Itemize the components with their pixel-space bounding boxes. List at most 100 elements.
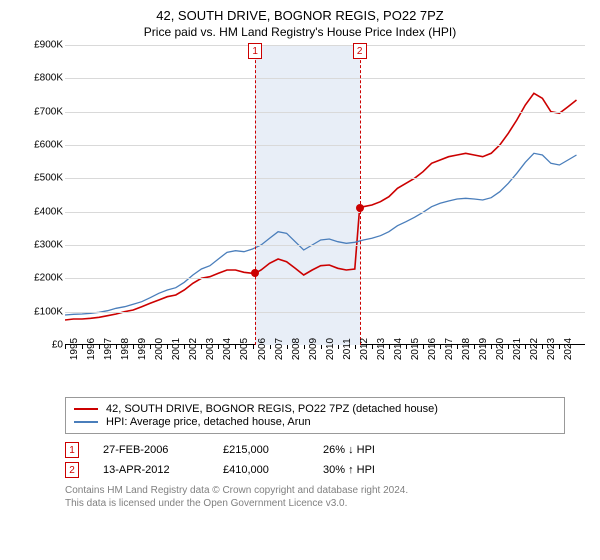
sales-row-date: 13-APR-2012 — [103, 464, 223, 476]
x-tick-mark — [491, 345, 492, 349]
sale-vline — [360, 45, 361, 345]
x-tick-mark — [99, 345, 100, 349]
x-tick-label: 2010 — [325, 338, 336, 360]
y-tick-label: £600K — [34, 140, 63, 151]
chart-title: 42, SOUTH DRIVE, BOGNOR REGIS, PO22 7PZ — [10, 8, 590, 23]
x-tick-label: 2000 — [154, 338, 165, 360]
footer-attribution: Contains HM Land Registry data © Crown c… — [65, 484, 590, 510]
x-tick-mark — [559, 345, 560, 349]
sales-row: 127-FEB-2006£215,00026% ↓ HPI — [65, 442, 590, 458]
x-tick-mark — [150, 345, 151, 349]
x-tick-label: 1997 — [103, 338, 114, 360]
x-tick-mark — [372, 345, 373, 349]
x-tick-mark — [65, 345, 66, 349]
footer-line-2: This data is licensed under the Open Gov… — [65, 497, 590, 510]
x-tick-label: 2005 — [239, 338, 250, 360]
legend-label: 42, SOUTH DRIVE, BOGNOR REGIS, PO22 7PZ … — [106, 403, 438, 415]
x-tick-mark — [389, 345, 390, 349]
x-tick-label: 2007 — [274, 338, 285, 360]
x-tick-label: 1995 — [69, 338, 80, 360]
y-tick-label: £0 — [52, 340, 63, 351]
sale-point — [251, 269, 259, 277]
x-tick-mark — [133, 345, 134, 349]
x-tick-label: 2001 — [171, 338, 182, 360]
sale-marker-box: 2 — [353, 43, 367, 59]
x-tick-mark — [457, 345, 458, 349]
x-tick-mark — [253, 345, 254, 349]
legend-box: 42, SOUTH DRIVE, BOGNOR REGIS, PO22 7PZ … — [65, 397, 565, 434]
legend-row: 42, SOUTH DRIVE, BOGNOR REGIS, PO22 7PZ … — [74, 403, 556, 415]
gridline — [65, 212, 585, 213]
x-tick-label: 2023 — [546, 338, 557, 360]
x-tick-label: 2002 — [188, 338, 199, 360]
sales-table: 127-FEB-2006£215,00026% ↓ HPI213-APR-201… — [65, 442, 590, 478]
x-tick-mark — [525, 345, 526, 349]
x-tick-mark — [338, 345, 339, 349]
sales-row-pct: 30% ↑ HPI — [323, 464, 433, 476]
x-tick-label: 2011 — [342, 338, 353, 360]
x-tick-mark — [474, 345, 475, 349]
x-tick-mark — [270, 345, 271, 349]
series-line-price_paid — [65, 93, 577, 320]
y-tick-label: £900K — [34, 40, 63, 51]
x-tick-mark — [355, 345, 356, 349]
x-tick-mark — [116, 345, 117, 349]
x-tick-label: 2020 — [495, 338, 506, 360]
gridline — [65, 312, 585, 313]
gridline — [65, 178, 585, 179]
gridline — [65, 245, 585, 246]
sale-marker-box: 1 — [248, 43, 262, 59]
x-tick-mark — [82, 345, 83, 349]
x-tick-label: 2014 — [393, 338, 404, 360]
sales-row-number: 2 — [65, 462, 79, 478]
legend-label: HPI: Average price, detached house, Arun — [106, 416, 311, 428]
sales-row-price: £410,000 — [223, 464, 323, 476]
x-tick-label: 2003 — [205, 338, 216, 360]
x-tick-mark — [167, 345, 168, 349]
y-tick-label: £100K — [34, 306, 63, 317]
sale-point — [356, 204, 364, 212]
y-tick-label: £200K — [34, 273, 63, 284]
x-axis: 1995199619971998199920002001200220032004… — [65, 345, 585, 395]
chart-subtitle: Price paid vs. HM Land Registry's House … — [10, 25, 590, 39]
y-tick-label: £700K — [34, 106, 63, 117]
x-tick-label: 2022 — [529, 338, 540, 360]
line-series-svg — [65, 45, 585, 345]
x-tick-label: 2004 — [222, 338, 233, 360]
gridline — [65, 278, 585, 279]
x-tick-label: 2018 — [461, 338, 472, 360]
y-tick-label: £400K — [34, 206, 63, 217]
sale-vline — [255, 45, 256, 345]
x-tick-mark — [423, 345, 424, 349]
sales-row: 2 13-APR-2012£410,00030% ↑ HPI — [65, 462, 590, 478]
sales-row-pct: 26% ↓ HPI — [323, 444, 433, 456]
gridline — [65, 78, 585, 79]
sales-row-date: 27-FEB-2006 — [103, 444, 223, 456]
gridline — [65, 112, 585, 113]
plot-area: 12 — [65, 45, 585, 345]
y-axis: £0£100K£200K£300K£400K£500K£600K£700K£80… — [20, 45, 65, 345]
x-tick-label: 2021 — [512, 338, 523, 360]
x-tick-mark — [508, 345, 509, 349]
x-tick-label: 1999 — [137, 338, 148, 360]
x-tick-label: 2015 — [410, 338, 421, 360]
legend-swatch — [74, 421, 98, 423]
y-tick-label: £300K — [34, 240, 63, 251]
x-tick-label: 2009 — [308, 338, 319, 360]
x-tick-mark — [201, 345, 202, 349]
sales-row-number: 1 — [65, 442, 79, 458]
x-tick-mark — [542, 345, 543, 349]
gridline — [65, 145, 585, 146]
gridline — [65, 45, 585, 46]
y-tick-label: £800K — [34, 73, 63, 84]
x-tick-label: 2017 — [444, 338, 455, 360]
chart-container: 42, SOUTH DRIVE, BOGNOR REGIS, PO22 7PZ … — [0, 0, 600, 560]
x-tick-mark — [406, 345, 407, 349]
x-tick-label: 2008 — [291, 338, 302, 360]
x-tick-label: 1998 — [120, 338, 131, 360]
y-tick-label: £500K — [34, 173, 63, 184]
x-tick-mark — [287, 345, 288, 349]
x-tick-label: 2006 — [257, 338, 268, 360]
x-tick-mark — [184, 345, 185, 349]
chart-titles: 42, SOUTH DRIVE, BOGNOR REGIS, PO22 7PZ … — [10, 8, 590, 39]
